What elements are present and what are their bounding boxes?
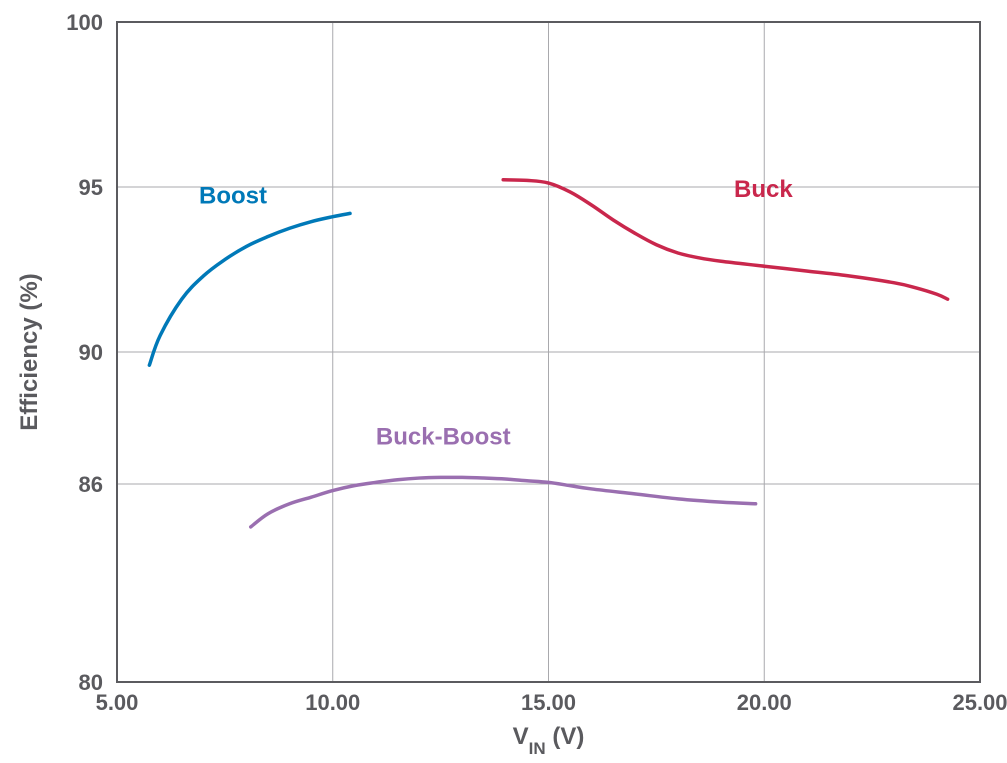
y-tick-label: 95	[79, 175, 103, 200]
x-tick-label: 10.00	[305, 690, 360, 715]
series-label-buck: Buck	[734, 176, 793, 203]
y-axis-label: Efficiency (%)	[16, 273, 43, 430]
x-tick-label: 20.00	[737, 690, 792, 715]
y-tick-label: 86	[79, 472, 103, 497]
efficiency-chart: 5.0010.0015.0020.0025.0080869095100VIN (…	[0, 0, 1007, 763]
x-tick-label: 15.00	[521, 690, 576, 715]
x-tick-label: 25.00	[952, 690, 1007, 715]
y-tick-label: 80	[79, 670, 103, 695]
series-label-buck-boost: Buck-Boost	[376, 423, 511, 450]
y-tick-label: 100	[66, 10, 103, 35]
series-label-boost: Boost	[199, 183, 267, 210]
chart-svg: 5.0010.0015.0020.0025.0080869095100VIN (…	[0, 0, 1007, 763]
y-tick-label: 90	[79, 340, 103, 365]
